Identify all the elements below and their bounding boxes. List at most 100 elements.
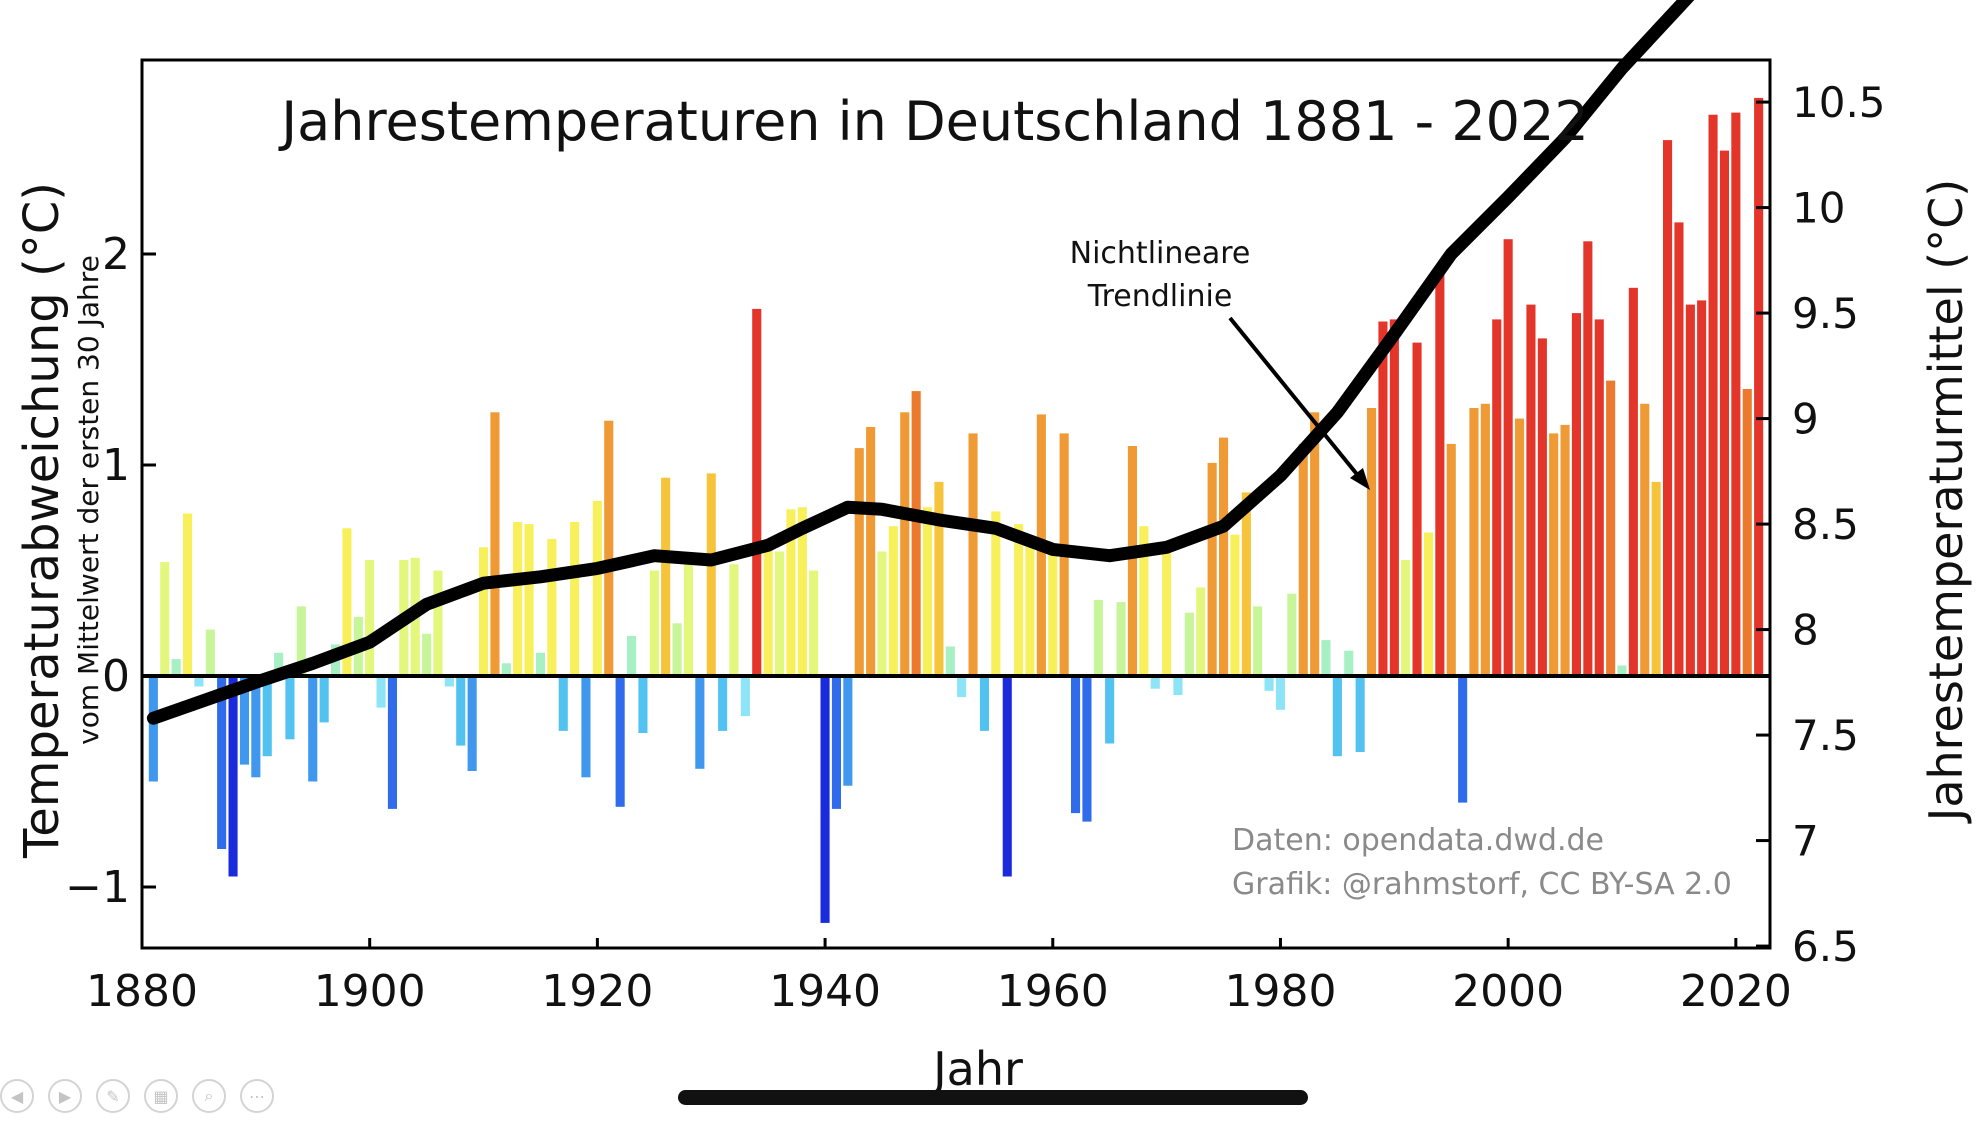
bar-1962 (1071, 676, 1081, 814)
bar-1934 (752, 308, 762, 676)
bar-1963 (1082, 676, 1092, 822)
bar-1942 (843, 676, 853, 786)
bar-1917 (558, 676, 568, 731)
bar-1892 (274, 652, 284, 676)
bar-1943 (854, 448, 864, 676)
bar-1940 (820, 676, 830, 923)
graphic-credit: Grafik: @rahmstorf, CC BY-SA 2.0 (1232, 867, 1732, 902)
bar-1891 (262, 676, 272, 757)
slides-overview-icon[interactable]: ▦ (144, 1079, 178, 1113)
trend-annotation-arrow (1228, 316, 1362, 480)
bar-1974 (1207, 462, 1217, 676)
bar-1997 (1469, 408, 1479, 676)
bar-1995 (1446, 443, 1456, 676)
bar-1972 (1184, 612, 1194, 676)
previous-slide-icon[interactable]: ◀ (0, 1079, 34, 1113)
bar-1921 (604, 420, 614, 676)
bar-1981 (1287, 593, 1297, 676)
bar-2014 (1663, 140, 1673, 677)
y-right-tick-label-4: 8.5 (1792, 500, 1859, 549)
trend-line (146, 0, 1695, 725)
bar-1935 (763, 545, 773, 676)
next-slide-icon[interactable]: ▶ (48, 1079, 82, 1113)
bar-1937 (786, 509, 796, 676)
bar-1949 (923, 507, 933, 676)
bar-1955 (991, 511, 1001, 676)
bar-1908 (456, 676, 466, 746)
slideshow-toolbar: ◀ ▶ ✎ ▦ ⌕ ⋯ (0, 1079, 274, 1113)
bar-1941 (831, 676, 841, 809)
bar-1882 (160, 562, 170, 676)
bar-1973 (1196, 587, 1206, 676)
bar-1996 (1458, 676, 1468, 803)
more-options-icon[interactable]: ⋯ (240, 1079, 274, 1113)
zoom-icon[interactable]: ⌕ (192, 1079, 226, 1113)
bar-1964 (1093, 600, 1103, 676)
bar-1913 (513, 522, 523, 676)
bar-1979 (1264, 676, 1274, 691)
bar-1969 (1150, 676, 1160, 689)
y-right-tick-label-8: 10.5 (1792, 78, 1886, 127)
bar-1918 (570, 522, 580, 676)
x-tick-label-6: 2000 (1452, 966, 1564, 1017)
bar-1956 (1002, 676, 1012, 877)
bar-1976 (1230, 534, 1240, 676)
bar-1989 (1378, 321, 1388, 676)
bar-1936 (775, 551, 785, 676)
bar-1982 (1298, 443, 1308, 676)
bar-1977 (1241, 492, 1251, 676)
y-tick-label-3: 2 (102, 229, 130, 280)
right-axis-label: Jahrestemperaturmittel (°C) (1919, 179, 1973, 825)
bar-2011 (1628, 287, 1638, 676)
y-axis-sublabel: vom Mittelwert der ersten 30 Jahre (72, 255, 105, 745)
bar-2018 (1708, 114, 1718, 676)
bar-1944 (866, 427, 876, 676)
bar-1978 (1253, 606, 1263, 676)
bar-1911 (490, 412, 500, 677)
bar-2015 (1674, 222, 1684, 676)
x-axis-label: Jahr (930, 1042, 1023, 1096)
bar-1926 (661, 477, 671, 676)
bar-2012 (1640, 403, 1650, 676)
bar-1952 (957, 676, 967, 698)
bar-2021 (1742, 389, 1752, 676)
y-right-tick-label-2: 7.5 (1792, 711, 1859, 760)
y-right-tick-label-1: 7 (1792, 817, 1819, 866)
pen-icon[interactable]: ✎ (96, 1079, 130, 1113)
bar-2007 (1583, 241, 1593, 677)
bar-1948 (911, 391, 921, 676)
bar-1893 (285, 676, 295, 740)
y-axis-label: Temperaturabweichung (°C) (14, 182, 70, 859)
bar-1957 (1014, 524, 1024, 676)
x-tick-label-5: 1980 (1224, 966, 1336, 1017)
y-right-tick-label-7: 10 (1792, 184, 1845, 233)
x-tick-label-7: 2020 (1680, 966, 1792, 1017)
bar-1901 (376, 676, 386, 708)
y-right-tick-label-0: 6.5 (1792, 922, 1859, 971)
bar-1923 (627, 635, 637, 676)
home-indicator[interactable] (678, 1090, 1308, 1105)
bar-1930 (706, 473, 716, 676)
data-source-credit: Daten: opendata.dwd.de (1232, 823, 1604, 858)
ticks-layer: 1880 1900 1920 1940 1960 1980 2000 2020 −1 0 1 2 6.5… (65, 78, 1885, 1017)
bar-1907 (444, 676, 454, 687)
bar-1883 (171, 659, 181, 676)
bar-2001 (1515, 418, 1525, 676)
bar-1887 (217, 676, 227, 849)
bar-1945 (877, 551, 887, 676)
bar-1886 (205, 629, 215, 676)
bar-2017 (1697, 300, 1707, 676)
y-right-tick-label-3: 8 (1792, 606, 1819, 655)
bar-1898 (342, 528, 352, 676)
x-tick-label-2: 1920 (541, 966, 653, 1017)
trend-annotation-arrowhead (1350, 468, 1370, 490)
bar-1984 (1321, 640, 1331, 676)
bar-1888 (228, 676, 238, 877)
bar-1985 (1332, 676, 1342, 757)
chart-title: Jahrestemperaturen in Deutschland 1881 -… (278, 90, 1589, 153)
bar-2016 (1685, 304, 1695, 676)
bar-1914 (524, 524, 534, 676)
bar-1881 (148, 676, 158, 782)
bar-1896 (319, 676, 329, 723)
